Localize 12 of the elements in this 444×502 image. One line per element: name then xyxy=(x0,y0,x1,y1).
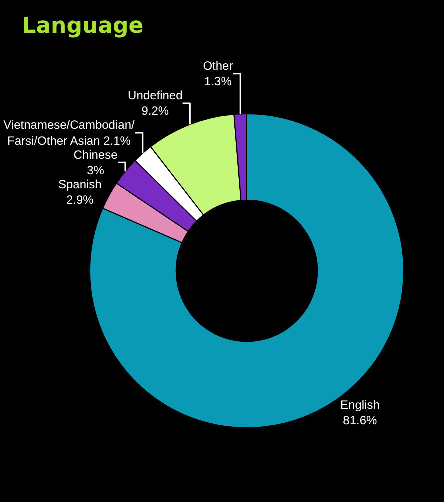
chart-title: Language xyxy=(22,14,144,39)
slice-label: Spanish xyxy=(58,177,102,192)
slice-label: Undefined xyxy=(128,88,183,103)
data-label: 81.6% xyxy=(343,413,378,428)
data-label: 2.9% xyxy=(66,193,94,208)
data-label: 3% xyxy=(87,163,105,178)
slice-label: Other xyxy=(203,59,234,74)
data-label: 9.2% xyxy=(142,104,170,118)
data-label: 1.3% xyxy=(204,74,232,89)
slice-label: Vietnamese/Cambodian/Farsi/Other Asian 2.1% xyxy=(4,118,136,148)
slice-label: English xyxy=(340,398,380,412)
slice-label: Chinese xyxy=(74,148,118,162)
